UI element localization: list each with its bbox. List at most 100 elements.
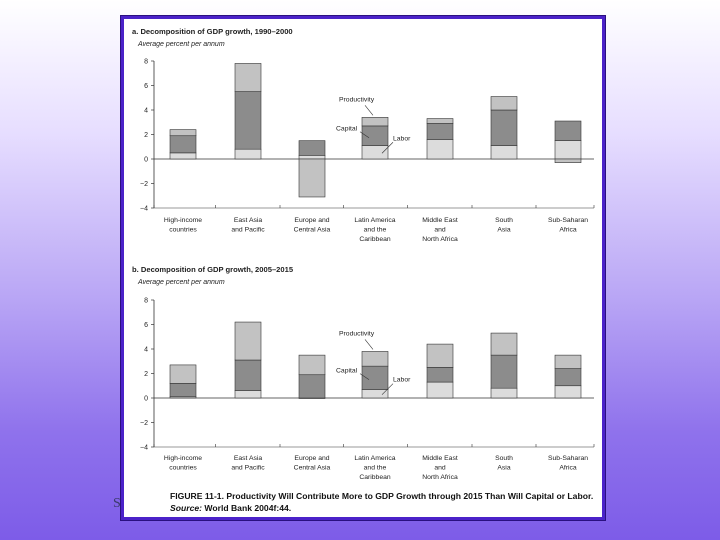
bar-labor-4 xyxy=(426,381,454,399)
figure-title: Productivity Will Contribute More to GDP… xyxy=(226,491,594,501)
x-category-label: Africa xyxy=(559,227,577,234)
x-category-label: and xyxy=(434,227,446,234)
annotation-arrow-labor xyxy=(381,142,394,154)
y-tick-label: 2 xyxy=(144,132,148,139)
x-category-label: Middle East xyxy=(422,217,458,224)
bar-productivity-4 xyxy=(426,343,454,368)
y-tick-label: −4 xyxy=(140,445,148,452)
bar-productivity-3 xyxy=(361,351,389,367)
x-category-label: Europe and xyxy=(294,217,329,224)
x-category-label: and the xyxy=(364,227,387,234)
x-category-label: Caribbean xyxy=(359,236,391,243)
bar-capital-6 xyxy=(554,368,582,387)
x-category-label: Asia xyxy=(497,465,510,472)
annotation-productivity: Productivity xyxy=(339,96,375,103)
x-category-label: Africa xyxy=(559,465,577,472)
bar-capital-2 xyxy=(298,140,326,156)
bar-productivity-1 xyxy=(234,321,262,361)
bar-productivity-0 xyxy=(169,129,197,137)
figure-frame: a. Decomposition of GDP growth, 1990–200… xyxy=(121,16,605,520)
x-category-label: South xyxy=(495,217,513,224)
y-tick-label: −2 xyxy=(140,420,148,427)
bar-capital-4 xyxy=(426,367,454,383)
x-category-label: Asia xyxy=(497,227,510,234)
annotation-arrow-capital xyxy=(359,131,370,138)
x-category-label: Sub-Saharan xyxy=(548,217,588,224)
bar-capital-6 xyxy=(554,120,582,141)
bar-productivity-5 xyxy=(490,96,518,111)
annotation-labor: Labor xyxy=(393,377,411,384)
bar-capital-5 xyxy=(490,109,518,146)
x-category-label: countries xyxy=(169,227,197,234)
annotation-capital: Capital xyxy=(336,126,358,133)
bar-productivity-0 xyxy=(169,364,197,384)
x-category-label: Central Asia xyxy=(294,465,331,472)
x-category-label: North Africa xyxy=(422,474,458,481)
x-category-label: Latin America xyxy=(354,455,395,462)
y-axis-label: Average percent per annum xyxy=(137,41,225,48)
annotation-arrow-labor xyxy=(381,383,394,395)
x-category-label: Caribbean xyxy=(359,474,391,481)
bar-productivity-1 xyxy=(234,63,262,92)
slide-side-text: S xyxy=(113,496,121,511)
bar-labor-3 xyxy=(361,389,389,399)
figure-label: FIGURE 11-1. xyxy=(170,491,224,501)
x-category-label: Central Asia xyxy=(294,227,331,234)
bar-labor-6 xyxy=(554,385,582,399)
y-tick-label: 6 xyxy=(144,322,148,329)
figure-canvas: a. Decomposition of GDP growth, 1990–200… xyxy=(132,27,595,481)
bar-productivity-6 xyxy=(554,158,582,163)
x-category-label: South xyxy=(495,455,513,462)
bar-labor-4 xyxy=(426,139,454,160)
x-category-label: countries xyxy=(169,465,197,472)
source-label: Source: xyxy=(170,503,202,513)
annotation-arrow-productivity xyxy=(364,105,374,116)
annotation-arrow-productivity xyxy=(364,339,374,350)
bar-capital-4 xyxy=(426,123,454,140)
bar-productivity-3 xyxy=(361,117,389,127)
bar-labor-5 xyxy=(490,387,518,399)
annotation-labor: Labor xyxy=(393,135,411,142)
bar-productivity-2 xyxy=(298,354,326,376)
x-category-label: and Pacific xyxy=(231,227,265,234)
x-category-label: Latin America xyxy=(354,217,395,224)
y-tick-label: 8 xyxy=(144,298,148,305)
bar-capital-2 xyxy=(298,374,326,399)
bar-capital-1 xyxy=(234,91,262,150)
bar-labor-0 xyxy=(169,152,197,160)
bar-labor-5 xyxy=(490,145,518,160)
bar-labor-1 xyxy=(234,148,262,160)
bar-labor-2 xyxy=(298,155,326,160)
x-category-label: Middle East xyxy=(422,455,458,462)
y-tick-label: −4 xyxy=(140,206,148,213)
x-category-label: High-income xyxy=(164,455,202,462)
y-axis-label: Average percent per annum xyxy=(137,279,225,286)
y-tick-label: 4 xyxy=(144,347,148,354)
y-tick-label: 0 xyxy=(144,157,148,164)
bar-capital-1 xyxy=(234,359,262,391)
x-category-label: and Pacific xyxy=(231,465,265,472)
figure-caption: FIGURE 11-1. Productivity Will Contribut… xyxy=(170,490,595,514)
x-category-label: and xyxy=(434,465,446,472)
bar-labor-6 xyxy=(554,140,582,160)
x-category-label: and the xyxy=(364,465,387,472)
x-category-label: High-income xyxy=(164,217,202,224)
annotation-arrow-capital xyxy=(359,373,370,380)
y-tick-label: 2 xyxy=(144,371,148,378)
y-tick-label: 8 xyxy=(144,59,148,66)
source-text: World Bank 2004f:44. xyxy=(204,503,292,513)
x-category-label: North Africa xyxy=(422,236,458,243)
y-tick-label: 6 xyxy=(144,83,148,90)
x-category-label: East Asia xyxy=(234,455,263,462)
annotation-capital: Capital xyxy=(336,368,358,375)
bar-labor-3 xyxy=(361,145,389,160)
annotation-productivity: Productivity xyxy=(339,330,375,337)
y-tick-label: 0 xyxy=(144,396,148,403)
x-category-label: Europe and xyxy=(294,455,329,462)
bar-productivity-4 xyxy=(426,118,454,124)
bar-labor-1 xyxy=(234,390,262,399)
y-tick-label: 4 xyxy=(144,108,148,115)
chart-title: b. Decomposition of GDP growth, 2005–201… xyxy=(132,265,294,274)
bar-productivity-6 xyxy=(554,354,582,369)
chart-panel-a: a. Decomposition of GDP growth, 1990–200… xyxy=(132,27,595,243)
